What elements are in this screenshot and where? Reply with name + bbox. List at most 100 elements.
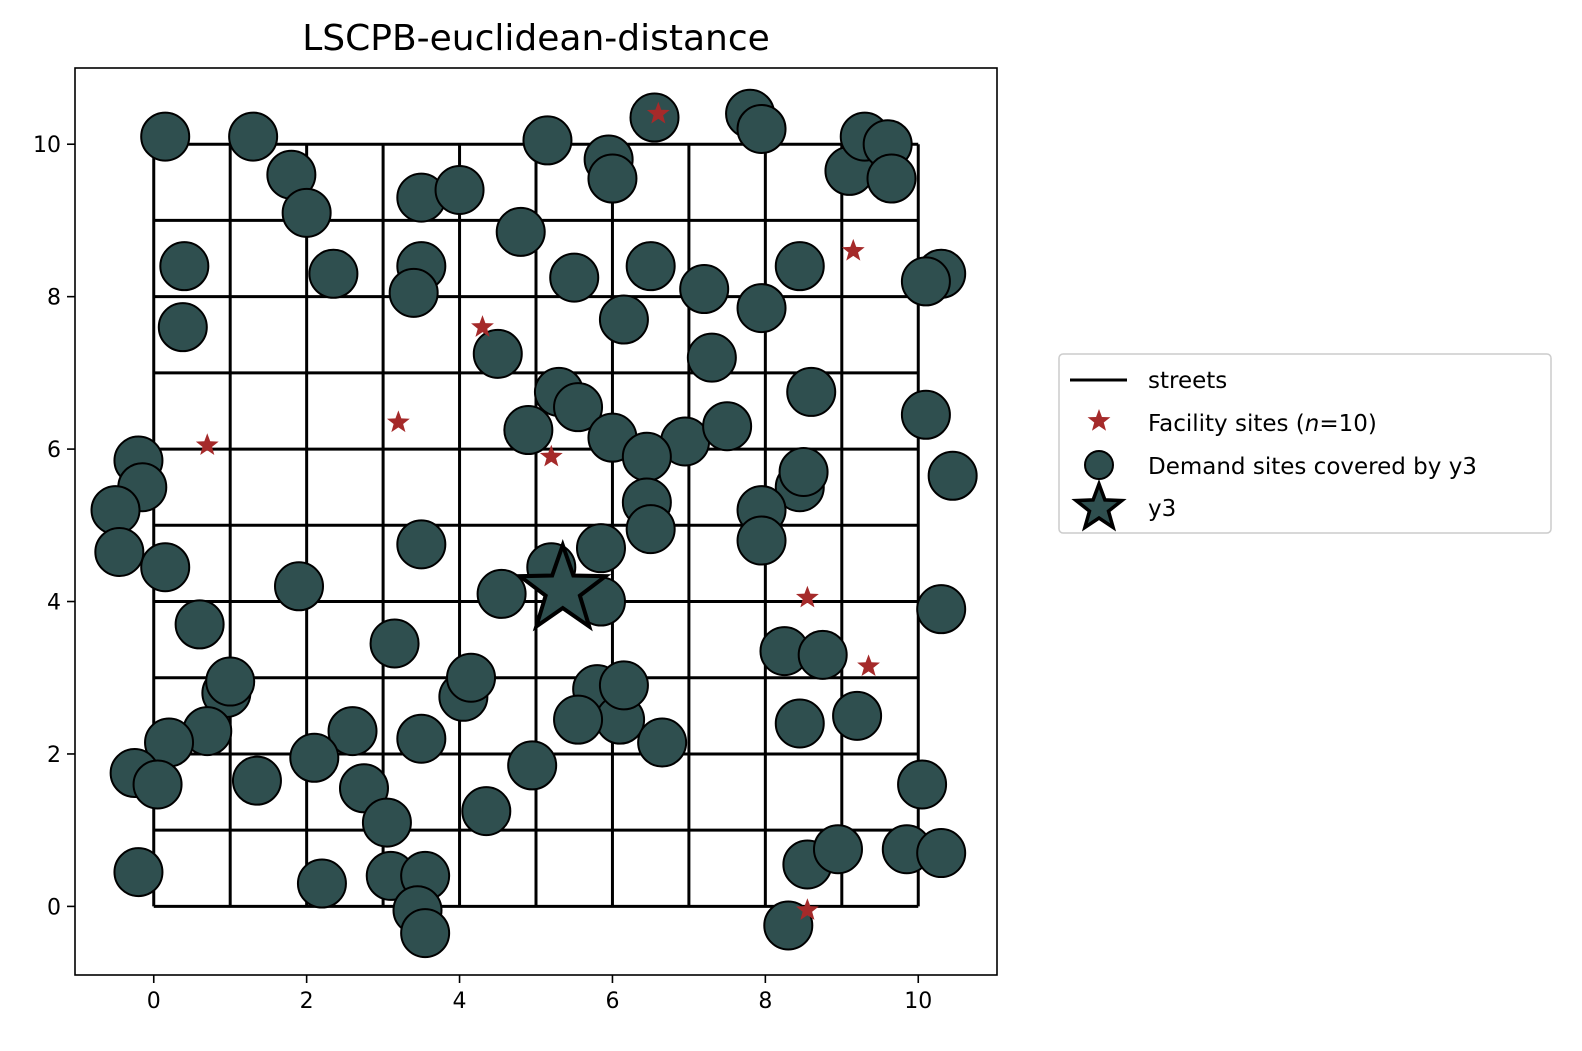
demand-site-point xyxy=(832,690,883,741)
demand-site-point xyxy=(308,248,359,299)
demand-site-point xyxy=(461,786,512,837)
demand-site-point xyxy=(686,332,737,383)
axes: LSCPB-euclidean-distance 0 2 4 6 8 10 0 2 4 6 8 10 xyxy=(33,18,998,1014)
legend-demand-label: Demand sites covered by y3 xyxy=(1148,454,1477,480)
demand-site-point xyxy=(900,389,951,440)
demand-site-point xyxy=(472,328,523,379)
demand-site-point xyxy=(900,256,951,307)
demand-site-point xyxy=(174,599,225,650)
demand-site-point xyxy=(774,241,825,292)
demand-site-point xyxy=(553,694,604,745)
legend-frame xyxy=(1058,353,1552,534)
demand-site-point xyxy=(396,713,447,764)
x-tick-label: 2 xyxy=(300,989,314,1014)
x-tick-label: 4 xyxy=(453,989,467,1014)
demand-site-point xyxy=(296,858,347,909)
x-tick-label: 0 xyxy=(147,989,161,1014)
demand-site-point xyxy=(897,759,948,810)
legend-y3-label: y3 xyxy=(1148,496,1176,522)
demand-site-point xyxy=(157,302,208,353)
demand-site-point xyxy=(281,187,332,238)
demand-site-point xyxy=(361,797,412,848)
demand-site-point xyxy=(140,542,191,593)
facility-site-point xyxy=(795,898,819,920)
demand-site-point xyxy=(396,519,447,570)
demand-site-point xyxy=(94,526,145,577)
demand-site-point xyxy=(702,401,753,452)
demand-site-point xyxy=(522,115,573,166)
facility-site-point xyxy=(646,101,670,124)
demand-site-point xyxy=(549,252,600,303)
demand-site-point xyxy=(927,450,978,501)
demand-site-point xyxy=(774,698,825,749)
demand-site-point xyxy=(159,241,210,292)
demand-site-point xyxy=(327,706,378,757)
legend-y3-star-icon xyxy=(1071,478,1127,532)
demand-site-point xyxy=(231,755,282,806)
demand-site-point xyxy=(812,824,863,875)
demand-site-point xyxy=(736,103,787,154)
x-tick-label: 10 xyxy=(904,989,932,1014)
axes-frame xyxy=(74,67,998,976)
demand-site-point xyxy=(113,847,164,898)
y-tick-label: 4 xyxy=(47,591,61,616)
demand-site-point xyxy=(289,732,340,783)
demand-site-point xyxy=(507,740,558,791)
demand-site-point xyxy=(274,561,325,612)
y3-facility-point xyxy=(514,539,612,632)
facility-site-point xyxy=(857,654,880,677)
demand-site-point xyxy=(763,900,814,951)
legend-demand-circle-icon xyxy=(1084,450,1114,480)
demand-site-point xyxy=(553,382,604,433)
demand-site-point xyxy=(598,660,649,711)
demand-site-point xyxy=(786,366,837,417)
y-tick-label: 10 xyxy=(33,133,61,158)
chart-title: LSCPB-euclidean-distance xyxy=(302,18,770,59)
demand-site-point xyxy=(132,759,183,810)
facility-site-point xyxy=(195,433,219,455)
demand-site-point xyxy=(369,618,420,669)
demand-site-point xyxy=(598,294,649,345)
facility-site-point xyxy=(539,444,563,467)
demand-site-point xyxy=(621,431,672,482)
demand-site-point xyxy=(476,568,527,619)
demand-site-point xyxy=(797,629,848,680)
facility-site-point xyxy=(386,410,410,433)
demand-site-point xyxy=(625,504,676,555)
demand-site-point xyxy=(400,908,451,959)
demand-site-point xyxy=(503,405,554,456)
demand-site-point xyxy=(679,264,730,315)
legend-streets-label: streets xyxy=(1148,368,1227,394)
demand-site-point xyxy=(205,656,256,707)
demand-site-point xyxy=(587,153,638,204)
facility-site-point xyxy=(841,238,865,261)
y-tick-label: 8 xyxy=(47,286,61,311)
demand-site-point xyxy=(736,515,787,566)
demand-site-point xyxy=(140,111,191,162)
facility-site-point xyxy=(795,585,819,608)
demand-site-point xyxy=(90,485,141,536)
y-tick-label: 6 xyxy=(47,438,61,463)
legend-facility-star-icon xyxy=(1087,409,1111,431)
demand-site-point xyxy=(625,241,676,292)
demand-site-point xyxy=(916,828,967,879)
y-tick-label: 2 xyxy=(47,743,61,768)
legend: streets Facility sites (n=10) Demand sit… xyxy=(1058,353,1552,534)
demand-site-point xyxy=(637,717,688,768)
y-tick-label: 0 xyxy=(47,895,61,920)
legend-facility-label: Facility sites (n=10) xyxy=(1148,411,1377,437)
demand-site-point xyxy=(916,584,967,635)
demand-site-point xyxy=(575,523,626,574)
demand-site-point xyxy=(228,111,279,162)
demand-site-point xyxy=(388,267,439,318)
demand-site-point xyxy=(866,153,917,204)
demand-site-point xyxy=(495,206,546,257)
plot-area xyxy=(90,88,978,959)
demand-site-point xyxy=(446,652,497,703)
facility-site-point xyxy=(471,315,494,337)
demand-site-point xyxy=(778,446,829,497)
x-tick-label: 8 xyxy=(758,989,772,1014)
demand-site-point xyxy=(736,283,787,334)
demand-site-point xyxy=(434,164,485,215)
